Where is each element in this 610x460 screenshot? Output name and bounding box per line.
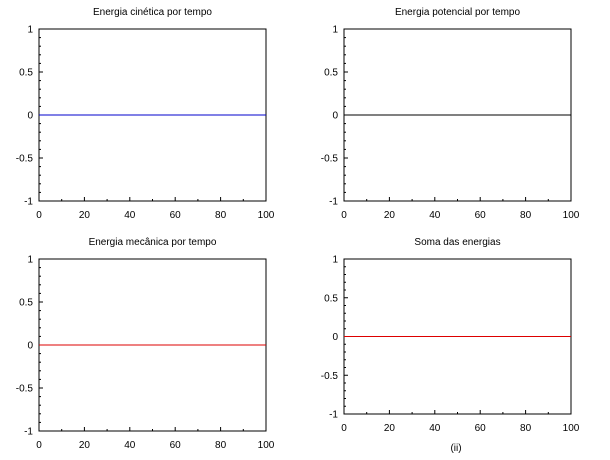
y-tick-label: -0.5	[16, 154, 34, 165]
x-tick-label: 20	[384, 423, 396, 434]
x-tick-label: 60	[170, 440, 182, 451]
x-tick-label: 20	[384, 210, 396, 221]
chart-title: Energia potencial por tempo	[395, 7, 521, 18]
chart-title: Energia cinética por tempo	[93, 7, 212, 18]
x-tick-label: 40	[124, 210, 136, 221]
y-tick-label: -1	[24, 427, 33, 438]
x-tick-label: 100	[563, 423, 580, 434]
x-tick-label: 80	[215, 210, 227, 221]
x-tick-label: 0	[341, 210, 347, 221]
x-tick-label: 20	[79, 210, 91, 221]
y-tick-label: 0.5	[324, 68, 338, 79]
y-tick-label: -1	[329, 410, 338, 421]
figure-caption: (ii)	[450, 443, 461, 454]
x-tick-label: 80	[215, 440, 227, 451]
x-tick-label: 60	[475, 423, 487, 434]
y-tick-label: 0	[332, 111, 338, 122]
y-tick-label: 1	[332, 255, 338, 266]
x-tick-label: 0	[36, 440, 42, 451]
chart-title: Energia mecânica por tempo	[89, 237, 217, 248]
x-tick-label: 0	[341, 423, 347, 434]
x-tick-label: 60	[475, 210, 487, 221]
y-tick-label: 1	[27, 255, 33, 266]
y-tick-label: 1	[27, 25, 33, 36]
y-tick-label: 0	[27, 111, 33, 122]
x-tick-label: 40	[429, 210, 441, 221]
y-tick-label: -1	[329, 197, 338, 208]
x-tick-label: 100	[563, 210, 580, 221]
x-tick-label: 0	[36, 210, 42, 221]
y-tick-label: 0.5	[324, 293, 338, 304]
y-tick-label: -0.5	[321, 371, 339, 382]
y-tick-label: 0	[332, 332, 338, 343]
chart-title: Soma das energias	[414, 237, 500, 248]
x-tick-label: 40	[124, 440, 136, 451]
y-tick-label: -1	[24, 197, 33, 208]
x-tick-label: 20	[79, 440, 91, 451]
y-tick-label: -0.5	[321, 154, 339, 165]
x-tick-label: 100	[258, 210, 275, 221]
x-tick-label: 80	[520, 210, 532, 221]
x-tick-label: 60	[170, 210, 182, 221]
y-tick-label: -0.5	[16, 384, 34, 395]
x-tick-label: 80	[520, 423, 532, 434]
y-tick-label: 0.5	[19, 298, 33, 309]
x-tick-label: 40	[429, 423, 441, 434]
y-tick-label: 0	[27, 341, 33, 352]
y-tick-label: 1	[332, 25, 338, 36]
x-tick-label: 100	[258, 440, 275, 451]
y-tick-label: 0.5	[19, 68, 33, 79]
